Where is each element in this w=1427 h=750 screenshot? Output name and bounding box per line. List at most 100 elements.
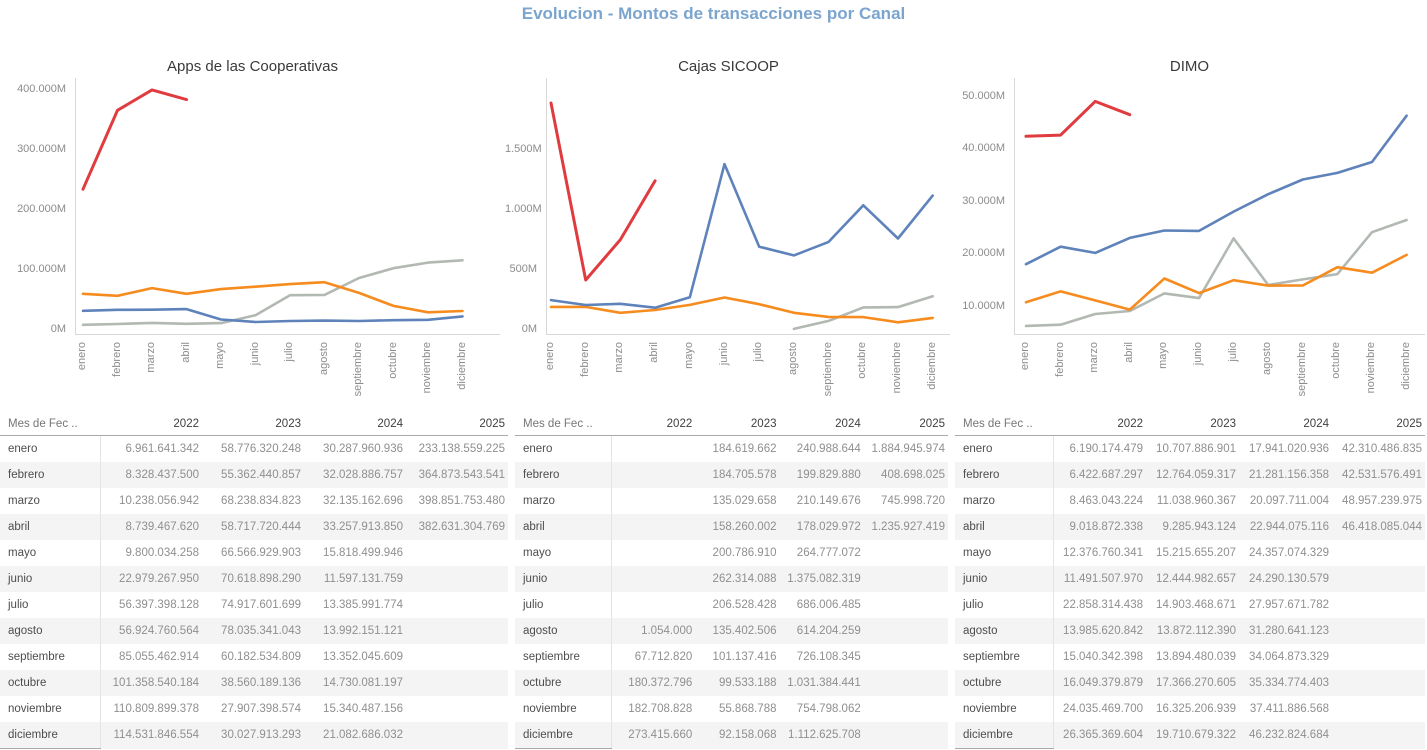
series-line-2024[interactable]: [549, 162, 934, 309]
series-line-2023[interactable]: [1024, 253, 1408, 311]
value-cell: [611, 566, 695, 592]
month-column-header[interactable]: Mes de Fec ..: [515, 413, 611, 436]
year-column-header[interactable]: 2023: [1146, 413, 1239, 436]
value-cell: 70.618.898.290: [221, 573, 301, 585]
year-column-header[interactable]: 2025: [1332, 413, 1425, 436]
month-cell: julio: [0, 592, 101, 618]
value-cell: 42.310.486.835: [1342, 443, 1422, 455]
x-axis-month-label: marzo: [613, 342, 626, 373]
value-cell: [864, 618, 948, 644]
value-cell: 38.560.189.136: [221, 677, 301, 689]
data-table-cajas-sicoop: Mes de Fec .. 2022 2023 2024 2025 enero 184.61…: [515, 413, 948, 749]
value-cell: 15.215.655.207: [1156, 547, 1236, 559]
month-column-header[interactable]: Mes de Fec ..: [0, 413, 100, 436]
value-cell: 184.705.578: [712, 469, 777, 481]
year-column-header[interactable]: 2025: [406, 413, 508, 436]
value-cell: 55.868.788: [718, 703, 777, 715]
y-axis-tick-label: 40.000M: [962, 142, 1005, 155]
series-line-2025[interactable]: [1024, 99, 1132, 138]
y-axis-line: [75, 78, 76, 334]
x-axis-month-label: noviembre: [891, 342, 903, 394]
year-column-header[interactable]: 2023: [202, 413, 304, 436]
month-cell: febrero: [955, 462, 1054, 488]
y-axis-tick-label: 100.000M: [17, 263, 66, 276]
value-cell: 158.260.002: [712, 521, 777, 533]
value-cell: [611, 462, 695, 488]
value-cell: 1.884.945.974: [871, 443, 945, 455]
month-cell: junio: [515, 566, 612, 592]
table-row: agosto 13.985.620.842 13.872.112.390 31.280…: [955, 618, 1425, 644]
month-cell: diciembre: [955, 722, 1054, 749]
x-axis-month-label: mayo: [682, 342, 695, 369]
x-axis-month-label: enero: [1019, 342, 1031, 371]
value-cell: 101.358.540.184: [112, 677, 199, 689]
value-cell: 35.334.774.403: [1249, 677, 1329, 689]
value-cell: [864, 696, 948, 722]
value-cell: [1332, 722, 1425, 749]
value-cell: 32.028.886.757: [323, 469, 403, 481]
x-axis-month-label: febrero: [578, 342, 591, 377]
x-axis-month-label: abril: [1122, 342, 1135, 363]
y-axis-tick-label: 20.000M: [962, 247, 1005, 260]
series-line-2024[interactable]: [81, 307, 464, 324]
table-row: junio 262.314.088 1.375.082.319: [515, 566, 948, 592]
value-cell: 34.064.873.329: [1249, 651, 1329, 663]
series-line-2022[interactable]: [81, 259, 464, 327]
year-column-header[interactable]: 2025: [863, 413, 948, 436]
table-row: marzo 135.029.658 210.149.676 745.998.720: [515, 488, 948, 514]
x-axis-month-label: julio: [752, 342, 765, 362]
table-row: mayo 9.800.034.258 66.566.929.903 15.818.49…: [0, 540, 508, 566]
year-column-header[interactable]: 2022: [611, 413, 696, 436]
value-cell: 78.035.341.043: [221, 625, 301, 637]
value-cell: 26.365.369.604: [1063, 729, 1143, 742]
value-cell: 58.717.720.444: [221, 521, 301, 533]
table-row: mayo 12.376.760.341 15.215.655.207 24.357.0…: [955, 540, 1425, 566]
series-line-2022[interactable]: [1024, 218, 1408, 328]
month-column-header[interactable]: Mes de Fec ..: [955, 413, 1053, 436]
table-row: abril 158.260.002 178.029.972 1.235.927.419: [515, 514, 948, 540]
value-cell: [864, 644, 948, 670]
table-row: agosto 56.924.760.564 78.035.341.043 13.992…: [0, 618, 508, 644]
value-cell: 1.054.000: [641, 625, 693, 637]
year-column-header[interactable]: 2022: [1053, 413, 1146, 436]
value-cell: 22.944.075.116: [1249, 521, 1329, 533]
value-cell: 21.281.156.358: [1249, 469, 1329, 481]
series-line-2023[interactable]: [549, 296, 934, 324]
value-cell: 240.988.644: [796, 443, 861, 455]
value-cell: [611, 592, 695, 618]
value-cell: 67.712.820: [634, 651, 693, 663]
month-cell: abril: [515, 514, 612, 540]
value-cell: 6.190.174.479: [1069, 443, 1143, 455]
year-column-header[interactable]: 2024: [304, 413, 406, 436]
series-line-2025[interactable]: [81, 88, 188, 191]
series-line-2025[interactable]: [549, 101, 657, 282]
x-axis-month-label: octubre: [386, 342, 399, 379]
month-cell: abril: [0, 514, 101, 540]
series-line-2024[interactable]: [1024, 114, 1408, 266]
value-cell: 14.903.468.671: [1156, 599, 1236, 611]
value-cell: [406, 566, 508, 592]
series-line-2023[interactable]: [81, 280, 464, 314]
x-axis-month-label: marzo: [145, 342, 157, 373]
value-cell: 30.027.913.293: [221, 729, 301, 742]
year-column-header[interactable]: 2023: [695, 413, 780, 436]
series-line-2022[interactable]: [792, 294, 934, 331]
month-cell: junio: [955, 566, 1054, 592]
value-cell: 13.894.480.039: [1156, 651, 1236, 663]
x-axis-month-label: mayo: [1157, 342, 1170, 369]
month-cell: septiembre: [515, 644, 612, 670]
value-cell: 262.314.088: [712, 573, 777, 585]
month-cell: marzo: [0, 488, 101, 514]
value-cell: 114.531.846.554: [113, 729, 199, 742]
table-row: junio 11.491.507.970 12.444.982.657 24.290.…: [955, 566, 1425, 592]
y-axis-tick-label: 30.000M: [962, 194, 1005, 207]
year-column-header[interactable]: 2022: [100, 413, 202, 436]
table-row: diciembre 114.531.846.554 30.027.913.293 21…: [0, 722, 508, 749]
table-header-row: Mes de Fec .. 2022 2023 2024 2025: [955, 413, 1425, 436]
year-column-header[interactable]: 2024: [779, 413, 864, 436]
value-cell: [1332, 540, 1425, 566]
year-column-header[interactable]: 2024: [1239, 413, 1332, 436]
value-cell: 16.325.206.939: [1156, 703, 1236, 715]
x-axis-month-label: febrero: [110, 342, 123, 377]
